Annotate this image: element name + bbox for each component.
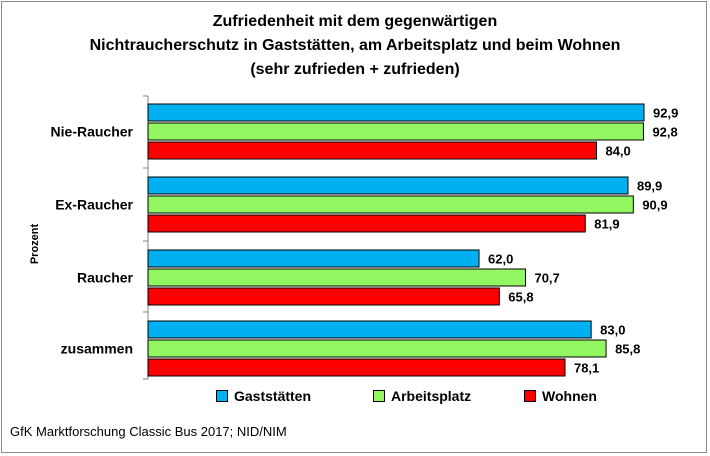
bar bbox=[147, 339, 607, 358]
bar bbox=[147, 287, 500, 306]
legend-label-arbeitsplatz: Arbeitsplatz bbox=[391, 388, 472, 404]
chart-title-line-1: Zufriedenheit mit dem gegenwärtigen bbox=[212, 13, 498, 30]
y-axis-label: Prozent bbox=[29, 223, 41, 264]
legend-item-wohnen: Wohnen bbox=[524, 388, 597, 404]
data-label: 78,1 bbox=[574, 361, 599, 376]
legend-item-arbeitsplatz: Arbeitsplatz bbox=[373, 388, 471, 404]
chart-title-line-3: (sehr zufrieden + zufrieden) bbox=[250, 61, 460, 78]
bar bbox=[147, 122, 644, 141]
bar bbox=[147, 214, 586, 233]
bar bbox=[147, 249, 480, 268]
source-note: GfK Marktforschung Classic Bus 2017; NID… bbox=[10, 424, 287, 439]
chart-title-line-2: Nichtraucherschutz in Gaststätten, am Ar… bbox=[89, 37, 621, 54]
data-label: 92,8 bbox=[652, 125, 677, 140]
data-label: 81,9 bbox=[594, 217, 619, 232]
bar bbox=[147, 176, 629, 195]
data-label: 62,0 bbox=[488, 252, 513, 267]
legend-label-wohnen: Wohnen bbox=[542, 388, 597, 404]
data-label: 70,7 bbox=[534, 271, 559, 286]
data-label: 84,0 bbox=[605, 144, 630, 159]
data-label: 89,9 bbox=[637, 179, 662, 194]
bar bbox=[147, 320, 592, 339]
data-label: 85,8 bbox=[615, 342, 640, 357]
legend-swatch-gaststaetten bbox=[216, 390, 228, 402]
category-label: Ex-Raucher bbox=[55, 197, 133, 213]
data-label: 92,9 bbox=[653, 106, 678, 121]
data-label: 83,0 bbox=[600, 323, 625, 338]
category-label: Nie-Raucher bbox=[51, 124, 134, 140]
data-label: 65,8 bbox=[508, 290, 533, 305]
legend-item-gaststaetten: Gaststätten bbox=[216, 388, 311, 404]
bar bbox=[147, 141, 597, 160]
legend-label-gaststaetten: Gaststätten bbox=[234, 388, 312, 404]
category-label: Raucher bbox=[77, 270, 134, 286]
legend-swatch-arbeitsplatz bbox=[373, 390, 385, 402]
bar bbox=[147, 268, 526, 287]
bar bbox=[147, 195, 634, 214]
bar bbox=[147, 103, 645, 122]
category-label: zusammen bbox=[61, 341, 133, 357]
legend-swatch-wohnen bbox=[524, 390, 536, 402]
bar bbox=[147, 358, 566, 377]
data-label: 90,9 bbox=[642, 198, 667, 213]
